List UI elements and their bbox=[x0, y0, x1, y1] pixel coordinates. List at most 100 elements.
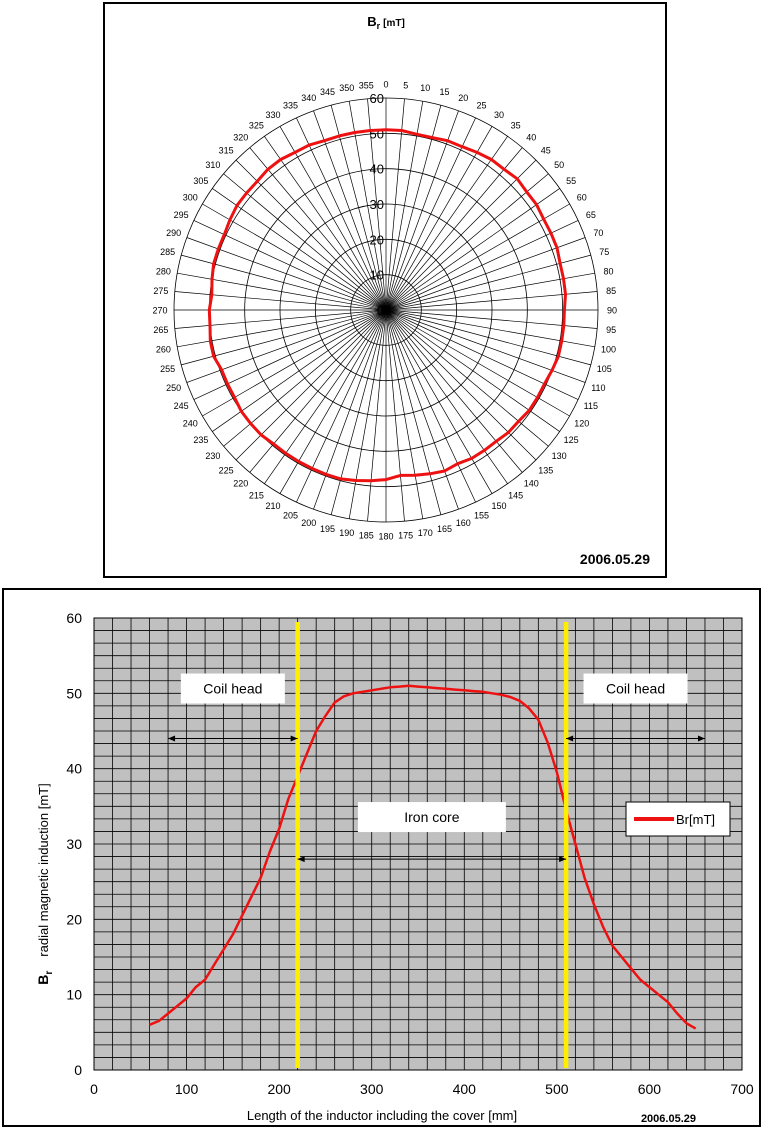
y-tick-label: 40 bbox=[66, 761, 82, 777]
polar-spoke bbox=[385, 309, 549, 447]
y-tick-label: 10 bbox=[66, 987, 82, 1003]
polar-angle-label: 175 bbox=[398, 531, 413, 541]
y-tick-label: 50 bbox=[66, 685, 82, 701]
polar-angle-label: 315 bbox=[219, 146, 234, 156]
polar-spoke bbox=[367, 309, 387, 522]
polar-angle-label: 275 bbox=[153, 286, 168, 296]
polar-spoke bbox=[385, 309, 598, 329]
polar-spoke bbox=[385, 101, 424, 311]
polar-angle-label: 65 bbox=[586, 210, 596, 220]
polar-angle-label: 285 bbox=[160, 247, 175, 257]
polar-angle-label: 300 bbox=[183, 193, 198, 203]
polar-angle-label: 120 bbox=[574, 419, 589, 429]
polar-angle-label: 160 bbox=[456, 518, 471, 528]
polar-spoke bbox=[193, 309, 387, 400]
polar-spoke bbox=[385, 309, 424, 519]
polar-angle-label: 105 bbox=[597, 364, 612, 374]
polar-spoke bbox=[181, 254, 387, 311]
annotation-arrowhead bbox=[697, 735, 705, 742]
polar-spoke bbox=[385, 136, 508, 311]
polar-angle-label: 265 bbox=[153, 325, 168, 335]
polar-angle-label: 325 bbox=[249, 120, 264, 130]
polar-spoke bbox=[264, 309, 387, 484]
polar-spoke bbox=[385, 309, 508, 484]
polar-spoke bbox=[330, 309, 387, 515]
polar-angle-label: 350 bbox=[339, 83, 354, 93]
legend-label: Br[mT] bbox=[676, 812, 715, 827]
polar-spoke bbox=[385, 309, 537, 461]
polar-title: Br [mT] bbox=[367, 14, 405, 31]
polar-spoke bbox=[223, 173, 387, 311]
polar-spoke bbox=[385, 126, 493, 311]
polar-angle-label: 230 bbox=[205, 451, 220, 461]
polar-angle-label: 50 bbox=[554, 160, 564, 170]
polar-spoke bbox=[313, 309, 387, 510]
series-line-br bbox=[149, 684, 697, 1030]
polar-angle-label: 295 bbox=[174, 210, 189, 220]
polar-spoke bbox=[385, 117, 476, 311]
polar-spoke bbox=[385, 309, 579, 400]
polar-angle-label: 210 bbox=[265, 501, 280, 511]
polar-radius-label: 60 bbox=[370, 91, 384, 106]
polar-spoke bbox=[235, 159, 387, 311]
polar-angle-label: 235 bbox=[193, 435, 208, 445]
polar-angle-label: 290 bbox=[166, 228, 181, 238]
polar-angle-label: 340 bbox=[301, 93, 316, 103]
polar-spoke bbox=[385, 203, 570, 311]
polar-angle-label: 35 bbox=[511, 120, 521, 130]
polar-angle-label: 310 bbox=[205, 160, 220, 170]
polar-radius-label: 20 bbox=[370, 232, 384, 247]
polar-angle-label: 150 bbox=[491, 501, 506, 511]
polar-spoke bbox=[385, 309, 595, 348]
polar-spoke bbox=[181, 309, 387, 366]
polar-spoke bbox=[385, 309, 493, 494]
polar-angle-label: 75 bbox=[599, 247, 609, 257]
y-tick-label: 20 bbox=[66, 911, 82, 927]
annotation-arrowhead bbox=[559, 856, 567, 863]
polar-angle-label: 180 bbox=[378, 532, 393, 542]
y-axis-title: Brradial magnetic induction [mT] bbox=[35, 783, 55, 984]
polar-angle-label: 135 bbox=[538, 465, 553, 475]
polar-angle-label: 200 bbox=[301, 518, 316, 528]
polar-spoke bbox=[296, 309, 387, 503]
polar-angle-label: 80 bbox=[604, 266, 614, 276]
annotation-arrowhead bbox=[168, 735, 176, 742]
polar-angle-label: 190 bbox=[339, 528, 354, 538]
polar-spoke bbox=[202, 203, 387, 311]
polar-spoke bbox=[264, 136, 387, 311]
polar-angle-label: 40 bbox=[526, 132, 536, 142]
x-tick-label: 100 bbox=[175, 1081, 199, 1097]
polar-angle-label: 220 bbox=[233, 479, 248, 489]
polar-angle-label: 95 bbox=[606, 325, 616, 335]
annotation-label: Iron core bbox=[404, 809, 459, 825]
polar-angle-label: 155 bbox=[474, 510, 489, 520]
polar-spoke bbox=[385, 237, 586, 311]
polar-angle-label: 45 bbox=[541, 146, 551, 156]
polar-spoke bbox=[385, 272, 595, 311]
polar-angle-label: 250 bbox=[166, 383, 181, 393]
polar-spoke bbox=[385, 309, 586, 383]
polar-spoke bbox=[330, 105, 387, 311]
polar-radius-label: 10 bbox=[370, 268, 384, 283]
polar-radius-label: 0 bbox=[377, 303, 384, 318]
polar-spoke bbox=[249, 147, 387, 311]
polar-spoke bbox=[296, 117, 387, 311]
polar-spoke bbox=[385, 105, 442, 311]
polar-spoke bbox=[385, 220, 579, 311]
polar-angle-label: 195 bbox=[320, 524, 335, 534]
polar-spoke bbox=[385, 309, 591, 366]
line-date-stamp: 2006.05.29 bbox=[641, 1113, 696, 1125]
polar-angle-label: 110 bbox=[591, 383, 605, 393]
polar-angle-label: 185 bbox=[359, 531, 374, 541]
x-tick-label: 0 bbox=[90, 1081, 98, 1097]
polar-spoke bbox=[186, 237, 387, 311]
polar-spoke bbox=[212, 188, 387, 311]
polar-spoke bbox=[385, 188, 560, 311]
x-tick-label: 300 bbox=[360, 1081, 384, 1097]
line-chart-panel: 0 100 200 300 400 500 600 700 0 10 20 30 40 50 60 Lengt… bbox=[2, 588, 761, 1127]
polar-angle-label: 335 bbox=[283, 101, 298, 111]
polar-radius-label: 40 bbox=[370, 162, 384, 177]
y-tick-label: 30 bbox=[66, 836, 82, 852]
polar-spoke bbox=[385, 173, 549, 311]
line-chart: 0 100 200 300 400 500 600 700 0 10 20 30 40 50 60 Lengt… bbox=[35, 610, 754, 1125]
